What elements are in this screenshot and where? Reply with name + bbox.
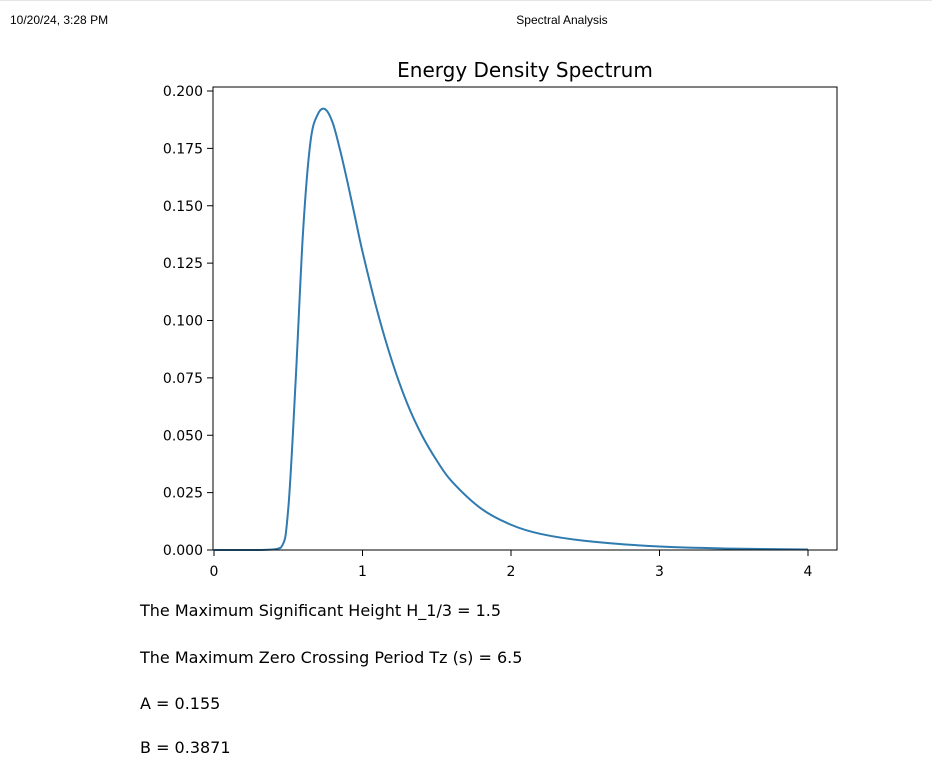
y-tick-label: 0.000 [163,543,203,559]
chart-title: Energy Density Spectrum [397,58,653,82]
energy-density-chart: Energy Density Spectrum 0.0000.0250.0500… [163,58,838,580]
y-tick-label: 0.125 [163,256,203,272]
print-datetime: 10/20/24, 3:28 PM [10,13,109,27]
y-tick-label: 0.200 [163,84,203,100]
x-axis: 0 1 2 3 4 [210,550,813,580]
plot-area-frame [212,86,838,551]
x-tick-label: 3 [655,564,664,580]
page-top-border [0,0,932,1]
y-tick-label: 0.050 [163,428,203,444]
y-axis: 0.000 0.025 0.050 0.075 0.100 0.125 0.150 0.175… [163,84,213,559]
zero-crossing-period-text: The Maximum Zero Crossing Period Tz (s) … [140,648,523,667]
significant-height-text: The Maximum Significant Height H_1/3 = 1… [140,601,502,620]
x-tick-label: 2 [507,564,516,580]
coefficient-a-text: A = 0.155 [140,694,221,713]
x-tick-label: 4 [804,564,813,580]
x-tick-label: 0 [210,564,219,580]
x-tick-label: 1 [358,564,367,580]
y-tick-label: 0.150 [163,199,203,215]
y-tick-label: 0.025 [163,486,203,502]
coefficient-b-text: B = 0.3871 [140,738,231,757]
y-tick-label: 0.175 [163,141,203,157]
spectrum-line-series [213,107,809,551]
print-page-title: Spectral Analysis [516,13,608,27]
y-tick-label: 0.100 [163,314,203,330]
y-tick-label: 0.075 [163,371,203,387]
